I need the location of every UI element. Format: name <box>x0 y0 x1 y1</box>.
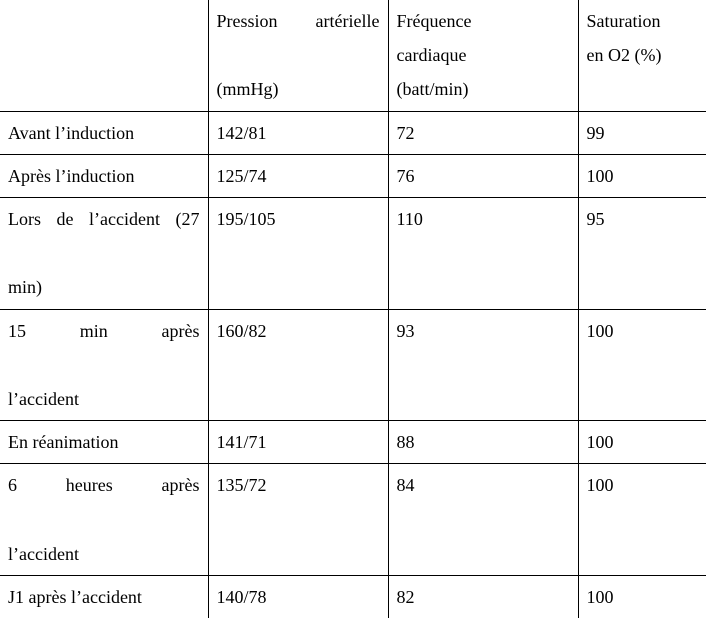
cell-hr: 110 <box>388 197 578 309</box>
row-label: 6 heures après l’accident <box>0 464 208 576</box>
row-label: Lors de l’accident (27 min) <box>0 197 208 309</box>
table-header-row: Pression artérielle (mmHg) Fréquence car… <box>0 0 706 111</box>
header-bp-word2: artérielle <box>316 11 380 31</box>
cell-hr: 84 <box>388 464 578 576</box>
cell-hr: 93 <box>388 309 578 421</box>
cell-bp: 195/105 <box>208 197 388 309</box>
cell-spo2: 100 <box>578 309 706 421</box>
cell-bp: 140/78 <box>208 575 388 618</box>
cell-spo2: 100 <box>578 464 706 576</box>
header-hr-unit: (batt/min) <box>397 72 570 106</box>
row-label-line1: 6 heures après <box>8 468 200 536</box>
header-bp-word1: Pression <box>217 11 278 31</box>
cell-spo2: 99 <box>578 111 706 154</box>
table-row: Après l’induction 125/74 76 100 <box>0 154 706 197</box>
row-label: J1 après l’accident <box>0 575 208 618</box>
table-row: Avant l’induction 142/81 72 99 <box>0 111 706 154</box>
cell-bp: 125/74 <box>208 154 388 197</box>
cell-hr: 88 <box>388 421 578 464</box>
header-blank <box>0 0 208 111</box>
table-row: 6 heures après l’accident 135/72 84 100 <box>0 464 706 576</box>
row-label-line1: 15 min après <box>8 314 200 382</box>
table-row: J1 après l’accident 140/78 82 100 <box>0 575 706 618</box>
cell-bp: 141/71 <box>208 421 388 464</box>
table-row: En réanimation 141/71 88 100 <box>0 421 706 464</box>
cell-bp: 142/81 <box>208 111 388 154</box>
row-label: Avant l’induction <box>0 111 208 154</box>
cell-hr: 72 <box>388 111 578 154</box>
header-spo2: Saturation en O2 (%) <box>578 0 706 111</box>
cell-bp: 160/82 <box>208 309 388 421</box>
cell-bp: 135/72 <box>208 464 388 576</box>
cell-hr: 82 <box>388 575 578 618</box>
cell-spo2: 95 <box>578 197 706 309</box>
table-row: Lors de l’accident (27 min) 195/105 110 … <box>0 197 706 309</box>
row-label: En réanimation <box>0 421 208 464</box>
header-spo2-word1: Saturation <box>587 4 699 38</box>
header-hr: Fréquence cardiaque (batt/min) <box>388 0 578 111</box>
header-hr-word1: Fréquence <box>397 4 570 38</box>
cell-spo2: 100 <box>578 421 706 464</box>
vitals-table: Pression artérielle (mmHg) Fréquence car… <box>0 0 706 618</box>
header-bp-unit: (mmHg) <box>217 72 380 106</box>
header-hr-word2: cardiaque <box>397 38 570 72</box>
row-label-line2: l’accident <box>8 537 200 571</box>
row-label-line2: l’accident <box>8 382 200 416</box>
row-label: 15 min après l’accident <box>0 309 208 421</box>
table-row: 15 min après l’accident 160/82 93 100 <box>0 309 706 421</box>
header-spo2-word2: en O2 (%) <box>587 38 699 72</box>
row-label: Après l’induction <box>0 154 208 197</box>
cell-spo2: 100 <box>578 154 706 197</box>
row-label-line2: min) <box>8 270 200 304</box>
cell-spo2: 100 <box>578 575 706 618</box>
row-label-line1: Lors de l’accident (27 <box>8 202 200 270</box>
header-bp: Pression artérielle (mmHg) <box>208 0 388 111</box>
cell-hr: 76 <box>388 154 578 197</box>
